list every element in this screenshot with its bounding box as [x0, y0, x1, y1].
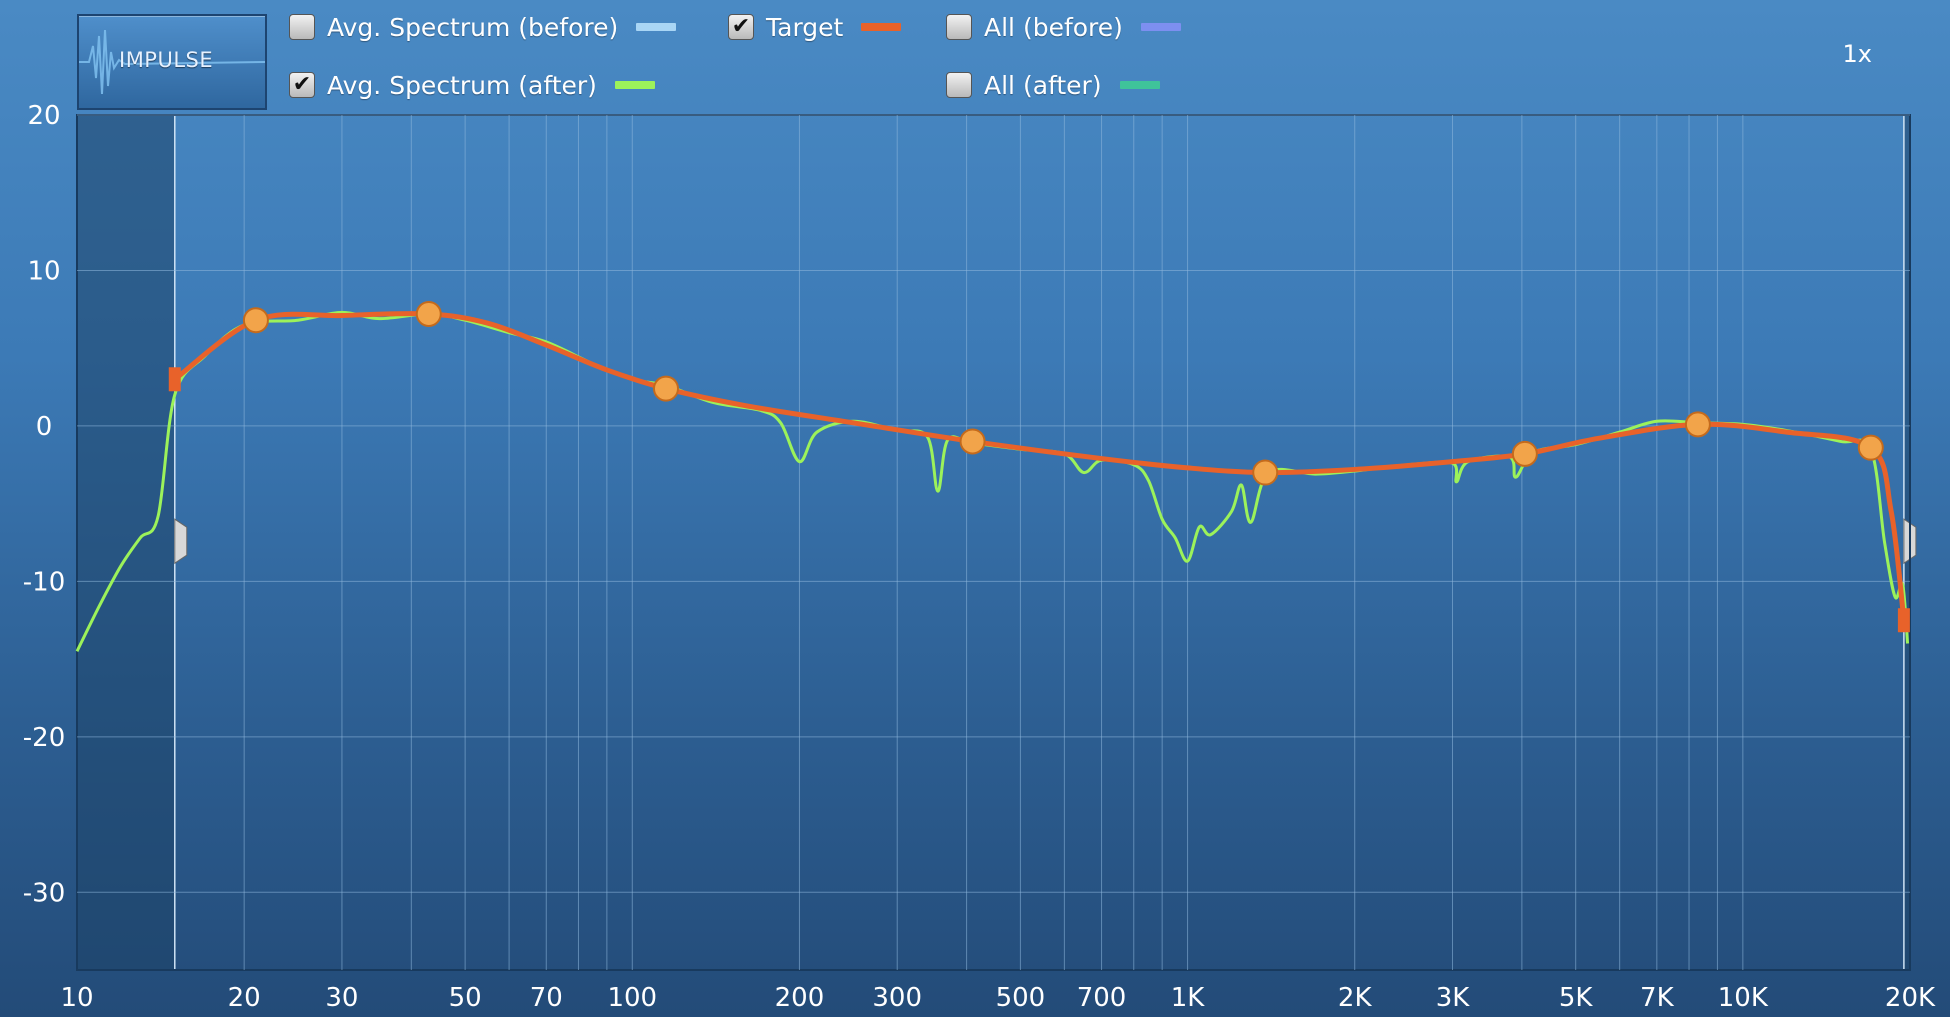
checkbox-all-after[interactable]	[946, 72, 972, 98]
target-control-point[interactable]	[1684, 411, 1711, 438]
x-tick-label: 1K	[1171, 983, 1206, 1013]
series-avg-spectrum-after	[75, 310, 1910, 652]
x-tick-label: 30	[325, 983, 358, 1013]
x-tick-label: 100	[607, 983, 657, 1013]
x-tick-label: 7K	[1640, 983, 1675, 1013]
swatch-all-before	[1140, 23, 1181, 31]
x-tick-label: 3K	[1436, 983, 1471, 1013]
zoom-level[interactable]: 1x	[1842, 40, 1872, 68]
x-tick-label: 300	[872, 983, 922, 1013]
checkbox-all-before[interactable]	[946, 14, 972, 40]
legend-all-after[interactable]: All (after)	[946, 68, 1160, 102]
target-end-marker	[1897, 608, 1910, 633]
swatch-all-after	[1119, 81, 1160, 89]
target-control-point[interactable]	[1511, 440, 1538, 467]
swatch-avg-after	[614, 81, 655, 89]
legend-label-avg-before: Avg. Spectrum (before)	[327, 12, 619, 42]
y-tick-label: -10	[23, 567, 65, 597]
target-control-point[interactable]	[1857, 434, 1884, 461]
x-tick-label: 500	[996, 983, 1046, 1013]
plot-frame	[76, 114, 1911, 971]
target-control-point[interactable]	[242, 307, 269, 334]
y-tick-label: 10	[27, 256, 60, 286]
target-control-point[interactable]	[1252, 459, 1279, 486]
target-control-point[interactable]	[652, 375, 679, 402]
checkbox-avg-before[interactable]	[289, 14, 315, 40]
x-tick-label: 5K	[1559, 983, 1594, 1013]
impulse-label: IMPULSE	[119, 48, 214, 72]
swatch-avg-before	[636, 23, 677, 31]
impulse-button[interactable]: IMPULSE	[77, 14, 267, 110]
x-tick-label: 10K	[1718, 983, 1769, 1013]
legend-label-all-before: All (before)	[984, 12, 1123, 42]
y-tick-label: 0	[36, 412, 53, 442]
y-tick-label: -20	[23, 723, 65, 753]
x-tick-label: 10	[60, 983, 93, 1013]
x-tick-label: 20	[228, 983, 261, 1013]
target-control-point[interactable]	[959, 428, 986, 455]
legend-all-before[interactable]: All (before)	[946, 10, 1181, 44]
legend-label-all-after: All (after)	[984, 70, 1102, 100]
legend-label-target: Target	[766, 12, 844, 42]
legend-avg-before[interactable]: Avg. Spectrum (before)	[289, 10, 677, 44]
legend-target[interactable]: ✔ Target	[728, 10, 902, 44]
lower-range-shade	[77, 115, 175, 970]
x-tick-label: 2K	[1338, 983, 1373, 1013]
waveform-icon	[79, 29, 265, 95]
legend-avg-after[interactable]: ✔ Avg. Spectrum (after)	[289, 68, 655, 102]
target-control-point[interactable]	[415, 300, 442, 327]
x-tick-label: 70	[530, 983, 563, 1013]
x-tick-label: 20K	[1885, 983, 1936, 1013]
lower-range-handle-shape	[174, 518, 188, 565]
target-start-marker	[168, 367, 181, 392]
lower-range-handle[interactable]	[174, 518, 188, 565]
y-tick-label: 20	[27, 101, 60, 131]
legend-label-avg-after: Avg. Spectrum (after)	[327, 70, 597, 100]
x-tick-label: 200	[775, 983, 825, 1013]
checkbox-target[interactable]: ✔	[728, 14, 754, 40]
checkbox-avg-after[interactable]: ✔	[289, 72, 315, 98]
series-target	[172, 311, 1907, 623]
x-tick-label: 700	[1077, 983, 1127, 1013]
swatch-target	[861, 23, 902, 31]
x-tick-label: 50	[449, 983, 482, 1013]
y-tick-label: -30	[23, 878, 65, 908]
